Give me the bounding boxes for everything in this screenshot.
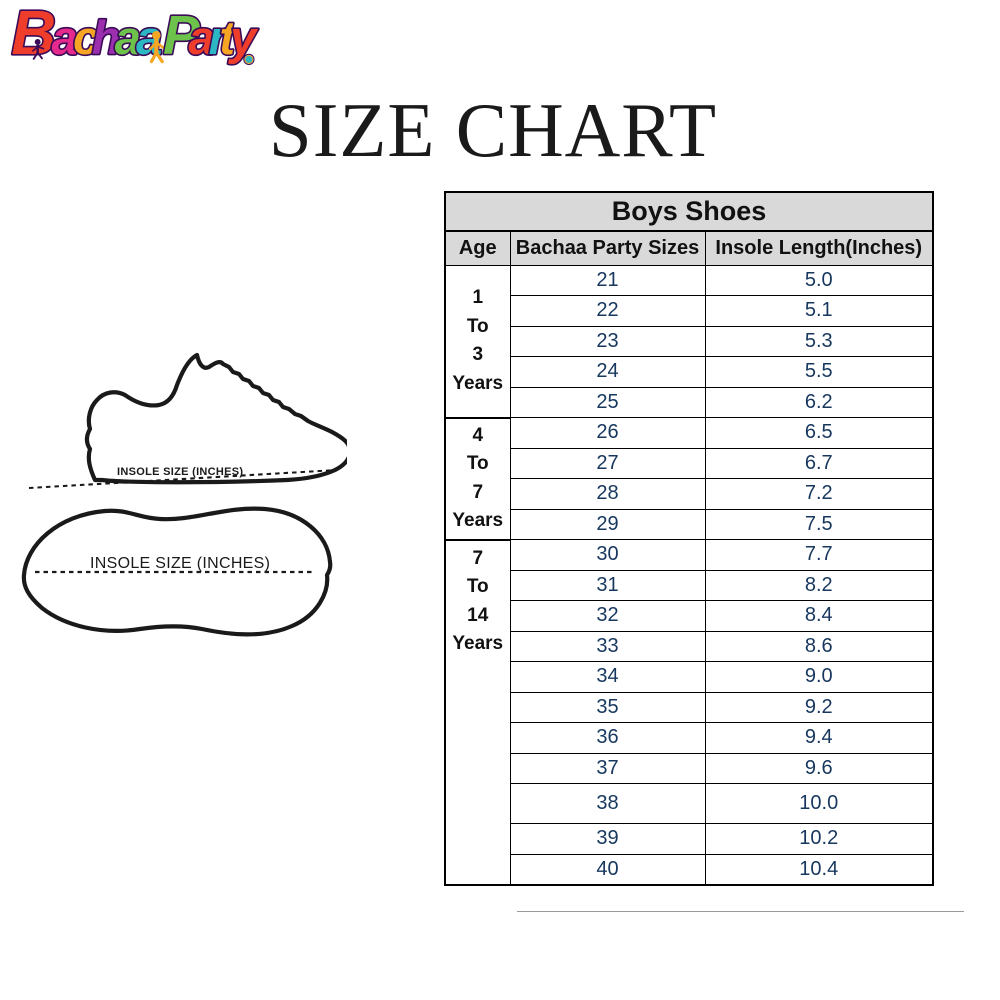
svg-text:y: y	[228, 11, 259, 64]
svg-text:INSOLE SIZE (INCHES): INSOLE SIZE (INCHES)	[117, 466, 243, 478]
svg-text:INSOLE SIZE (INCHES): INSOLE SIZE (INCHES)	[90, 555, 270, 572]
